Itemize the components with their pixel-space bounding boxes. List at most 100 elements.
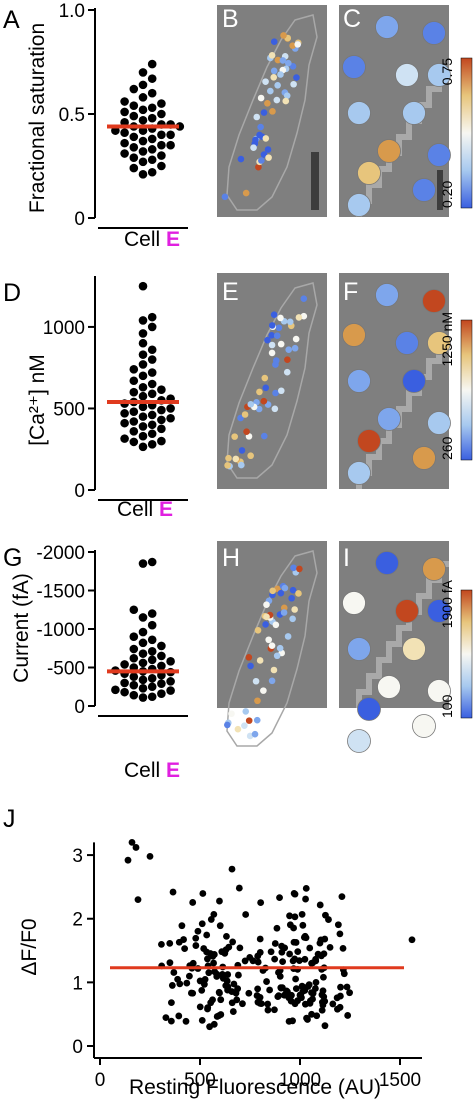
punctum: [224, 462, 231, 469]
data-point: [266, 986, 274, 994]
punctum: [270, 67, 278, 75]
punctum: [263, 601, 270, 609]
y-tick-label: -500: [47, 659, 85, 680]
punctum: [296, 565, 303, 573]
data-point: [147, 647, 157, 656]
data-point: [129, 111, 139, 121]
data-point: [129, 153, 139, 162]
ylabel-d: [Ca²⁺] nM: [26, 354, 49, 446]
data-point: [157, 109, 166, 119]
data-point: [189, 899, 197, 906]
data-point: [224, 986, 231, 994]
punctum: [290, 564, 297, 572]
y-tick-label: 0.5: [59, 105, 85, 126]
data-point: [147, 134, 157, 144]
punctum: [277, 71, 284, 78]
data-point: [166, 959, 174, 967]
punctum-zoom: [377, 139, 401, 163]
data-point: [290, 924, 298, 932]
data-point: [129, 632, 139, 641]
data-point: [275, 992, 283, 1000]
punctum-zoom: [427, 63, 451, 87]
punctum: [264, 146, 272, 153]
punctum-zoom: [377, 675, 401, 699]
ylabel-j: ΔF/F0: [18, 918, 41, 975]
punctum: [256, 388, 263, 396]
data-point: [157, 130, 166, 140]
data-point: [138, 316, 148, 325]
data-point: [233, 996, 241, 1004]
data-point: [287, 997, 295, 1005]
punctum-zoom: [347, 101, 371, 125]
data-point: [297, 991, 305, 999]
punctum: [276, 644, 284, 652]
data-point: [129, 407, 139, 417]
data-point: [138, 638, 148, 648]
xlabel-d: Cell E: [117, 498, 173, 521]
data-point: [291, 913, 299, 921]
data-point: [175, 1012, 183, 1020]
punctum: [286, 318, 294, 326]
data-point: [147, 389, 157, 399]
cell-outline: [226, 282, 318, 479]
punctum: [277, 340, 285, 348]
data-point: [129, 84, 139, 94]
data-point: [120, 149, 129, 158]
data-point: [157, 689, 166, 698]
panel-label-c: C: [343, 5, 361, 33]
punctum-zoom: [422, 557, 446, 581]
data-point: [138, 627, 148, 637]
data-point: [138, 559, 148, 568]
punctum-zoom: [357, 697, 381, 721]
data-point: [147, 312, 157, 322]
data-point: [120, 138, 129, 148]
punctum: [273, 332, 281, 339]
data-point: [129, 605, 139, 615]
data-point: [168, 982, 176, 989]
punctum: [293, 74, 300, 81]
x-tick-label: 1500: [379, 1070, 421, 1091]
data-point: [313, 1012, 321, 1020]
data-point: [339, 944, 347, 952]
punctum: [225, 454, 232, 462]
data-point: [138, 338, 148, 348]
data-point: [334, 921, 342, 929]
data-point: [138, 371, 148, 381]
data-point: [168, 999, 175, 1006]
scale-bar: [311, 152, 319, 210]
data-point: [263, 978, 270, 985]
panel-label-i: I: [343, 544, 350, 572]
data-point: [138, 281, 148, 291]
data-point: [138, 382, 148, 392]
punctum-zoom: [402, 637, 426, 661]
punctum-zoom: [427, 411, 451, 435]
data-point: [138, 613, 148, 622]
punctum: [272, 389, 279, 397]
data-point: [257, 899, 265, 906]
punctum: [247, 401, 255, 408]
punctum: [284, 633, 292, 640]
data-point: [299, 921, 307, 929]
punctum: [265, 636, 272, 644]
image-panel-h: [217, 541, 327, 747]
data-point: [146, 852, 154, 860]
data-point: [138, 658, 148, 668]
data-point: [181, 945, 189, 953]
panel-label-e: E: [222, 278, 239, 306]
cell-edge: [356, 342, 449, 489]
data-point: [186, 972, 193, 980]
data-point: [320, 973, 327, 981]
punctum: [289, 615, 296, 623]
data-point: [138, 360, 148, 369]
data-point: [337, 983, 344, 991]
punctum: [241, 722, 248, 729]
data-point: [277, 984, 285, 992]
data-point: [205, 969, 213, 977]
data-point: [253, 992, 261, 999]
colorbar-i-min: 100: [439, 694, 455, 718]
ylabel-a: Fractional saturation: [26, 23, 49, 213]
panel-label-b: B: [222, 5, 239, 33]
data-point: [223, 932, 230, 940]
data-point: [138, 80, 148, 90]
data-point: [166, 677, 175, 686]
